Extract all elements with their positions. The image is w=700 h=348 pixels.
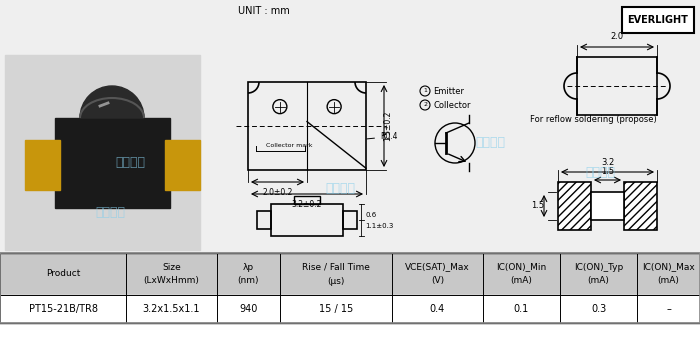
Text: 2: 2 <box>423 103 427 108</box>
Text: IC(ON)_Min: IC(ON)_Min <box>496 262 547 271</box>
Text: (nm): (nm) <box>238 277 259 285</box>
Text: 0.3: 0.3 <box>591 304 606 314</box>
Text: λp: λp <box>243 262 254 271</box>
Text: Collector: Collector <box>433 101 470 110</box>
Text: (mA): (mA) <box>510 277 533 285</box>
Wedge shape <box>80 86 144 118</box>
Text: 1: 1 <box>423 88 427 94</box>
Bar <box>257 211 271 229</box>
Bar <box>248 82 366 170</box>
Text: 1.1±0.3: 1.1±0.3 <box>365 223 393 229</box>
Text: PT15-21B/TR8: PT15-21B/TR8 <box>29 304 97 314</box>
Text: For reflow soldering (propose): For reflow soldering (propose) <box>530 116 657 125</box>
Bar <box>165 140 200 190</box>
Text: EVERLIGHT: EVERLIGHT <box>628 15 688 25</box>
Text: 1.5: 1.5 <box>601 167 614 176</box>
Text: 0.4: 0.4 <box>430 304 445 314</box>
Text: 940: 940 <box>239 304 258 314</box>
Text: 超毅电子: 超毅电子 <box>95 206 125 220</box>
Text: 0.1: 0.1 <box>514 304 529 314</box>
Text: IC(ON)_Typ: IC(ON)_Typ <box>574 262 623 271</box>
Bar <box>271 204 343 236</box>
Text: Product: Product <box>46 269 80 278</box>
Bar <box>624 182 657 230</box>
Text: UNIT : mm: UNIT : mm <box>238 6 290 16</box>
Text: 超毅电子: 超毅电子 <box>115 157 145 169</box>
Text: Collector mark: Collector mark <box>266 143 312 148</box>
Bar <box>591 192 624 220</box>
Text: 1.5: 1.5 <box>531 201 545 211</box>
Text: 3.2x1.5x1.1: 3.2x1.5x1.1 <box>143 304 200 314</box>
Text: Size: Size <box>162 262 181 271</box>
Bar <box>0 295 700 323</box>
Text: 3.2: 3.2 <box>601 158 614 167</box>
Text: 2.0±0.2: 2.0±0.2 <box>262 188 293 197</box>
Text: 超毅电子: 超毅电子 <box>325 182 355 195</box>
Text: Emitter: Emitter <box>433 87 464 95</box>
Text: 超毅电子: 超毅电子 <box>585 166 615 180</box>
Bar <box>294 196 320 204</box>
Text: IC(ON)_Max: IC(ON)_Max <box>642 262 695 271</box>
Bar <box>577 57 657 115</box>
Text: 3.2±0.2: 3.2±0.2 <box>292 200 322 209</box>
Text: 15 / 15: 15 / 15 <box>319 304 353 314</box>
Bar <box>0 253 700 295</box>
Text: (V): (V) <box>431 277 444 285</box>
Text: 0.6: 0.6 <box>365 212 377 218</box>
Text: 2.0: 2.0 <box>610 32 624 41</box>
Wedge shape <box>248 82 259 93</box>
Text: (LxWxHmm): (LxWxHmm) <box>144 277 200 285</box>
Bar <box>622 7 694 33</box>
Text: (mA): (mA) <box>587 277 610 285</box>
Text: Rise / Fall Time: Rise / Fall Time <box>302 262 370 271</box>
Bar <box>0 253 700 323</box>
Text: R0.4: R0.4 <box>367 132 398 141</box>
Bar <box>55 118 170 208</box>
Bar <box>25 140 60 190</box>
Bar <box>0 0 700 253</box>
Bar <box>343 211 357 229</box>
Wedge shape <box>355 82 366 93</box>
Text: 超毅电子: 超毅电子 <box>475 136 505 150</box>
Text: VCE(SAT)_Max: VCE(SAT)_Max <box>405 262 470 271</box>
Bar <box>558 182 591 230</box>
Text: (μs): (μs) <box>328 277 344 285</box>
Text: 1.5±0.2: 1.5±0.2 <box>384 111 393 141</box>
Text: (mA): (mA) <box>657 277 680 285</box>
Text: –: – <box>666 304 671 314</box>
Bar <box>5 55 200 250</box>
